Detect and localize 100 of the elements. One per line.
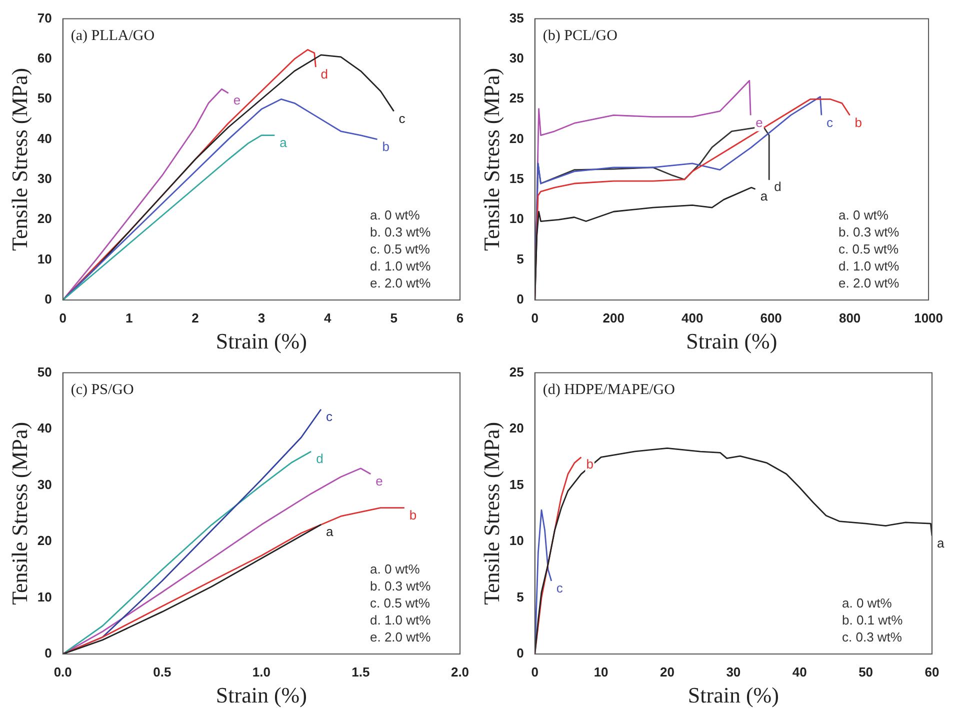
series-label: a [937, 535, 945, 550]
series-label: e [376, 474, 383, 489]
y-tick-label: 60 [37, 50, 52, 66]
text: (a) PLLA/GO [70, 28, 155, 44]
y-tick-label: 15 [509, 476, 524, 492]
series-label: d [320, 66, 328, 82]
x-axis-title: Strain (%) [688, 682, 779, 708]
x-tick-label: 400 [681, 310, 704, 326]
series-label: a [280, 134, 288, 150]
x-tick-label: 1 [125, 310, 133, 326]
y-tick-label: 10 [37, 589, 52, 604]
series-label: b [409, 507, 417, 522]
y-tick-label: 30 [509, 50, 524, 66]
x-tick-label: 4 [324, 310, 332, 326]
annotation: a. 0 wt% [838, 208, 889, 223]
y-tick-label: 40 [37, 420, 52, 436]
y-tick-label: 0 [44, 646, 52, 661]
series-label: c [326, 408, 333, 424]
series-label: e [756, 114, 763, 130]
x-tick-label: 3 [258, 310, 266, 326]
series-label: d [774, 179, 782, 194]
x-tick-label: 20 [660, 664, 674, 680]
annotation: c. 0.5 wt% [370, 596, 430, 611]
annotation: e. 2.0 wt% [370, 630, 432, 645]
y-tick-label: 25 [509, 90, 524, 106]
annotation: e. 2.0 wt% [838, 276, 900, 291]
series-label: b [854, 114, 862, 130]
annotation: b. 0.1 wt% [842, 612, 904, 628]
y-tick-label: 20 [37, 533, 52, 548]
y-tick-label: 15 [509, 171, 524, 186]
text: (d) HDPE/MAPE/GO [542, 382, 676, 398]
y-tick-label: 50 [37, 364, 52, 380]
annotation: d. 1.0 wt% [370, 612, 432, 628]
annotation: a. 0 wt% [842, 596, 892, 611]
x-tick-label: 1.0 [252, 664, 270, 680]
text: (c) PS/GO [70, 382, 134, 398]
y-tick-label: 20 [509, 130, 524, 146]
series-label: c [556, 580, 564, 596]
y-axis-title: Tensile Stress (MPa) [6, 422, 32, 605]
annotation: a. 0 wt% [370, 208, 420, 223]
x-tick-label: 2 [192, 310, 199, 326]
x-tick-label: 5 [390, 310, 398, 326]
x-tick-label: 0 [59, 310, 66, 326]
y-tick-label: 30 [37, 476, 52, 492]
x-tick-label: 0 [531, 310, 538, 326]
y-tick-label: 0 [516, 292, 524, 307]
series-label: c [826, 114, 834, 130]
y-tick-label: 50 [37, 90, 52, 106]
x-tick-label: 0.5 [153, 664, 172, 680]
x-tick-label: 60 [924, 664, 940, 680]
series-label: a [760, 188, 768, 204]
y-tick-label: 35 [509, 10, 524, 26]
y-tick-label: 0 [516, 646, 524, 661]
x-tick-label: 6 [456, 310, 464, 326]
y-tick-label: 20 [37, 211, 52, 226]
x-tick-label: 50 [858, 664, 874, 680]
annotation: d. 1.0 wt% [838, 258, 900, 274]
x-tick-label: 1.5 [352, 664, 370, 680]
y-tick-label: 5 [516, 251, 524, 266]
x-tick-label: 40 [792, 664, 807, 680]
annotation: c. 0.5 wt% [838, 242, 899, 257]
y-axis-title: Tensile Stress (MPa) [6, 68, 32, 251]
y-tick-label: 30 [37, 171, 52, 186]
x-axis-title: Strain (%) [216, 328, 307, 354]
x-tick-label: 0.0 [54, 664, 72, 680]
y-tick-label: 10 [509, 533, 524, 548]
x-axis-title: Strain (%) [216, 682, 307, 708]
y-tick-label: 70 [37, 10, 52, 26]
y-tick-label: 5 [516, 589, 524, 604]
annotation: a. 0 wt% [370, 562, 420, 577]
y-axis-title: Tensile Stress (MPa) [478, 422, 504, 605]
series-label: c [398, 110, 406, 126]
y-tick-label: 0 [44, 292, 52, 307]
annotation: c. 0.5 wt% [370, 242, 430, 257]
x-tick-label: 1000 [914, 310, 943, 326]
y-tick-label: 40 [37, 130, 52, 146]
y-tick-label: 25 [509, 364, 524, 380]
y-tick-label: 10 [37, 251, 52, 266]
x-tick-label: 0 [531, 664, 538, 680]
y-axis-title: Tensile Stress (MPa) [478, 68, 504, 251]
annotation: b. 0.3 wt% [370, 224, 432, 240]
series-label: a [326, 524, 334, 540]
y-tick-label: 20 [509, 420, 524, 436]
series-label: b [586, 456, 594, 472]
y-tick-label: 10 [509, 211, 524, 226]
x-tick-label: 600 [760, 310, 782, 326]
x-tick-label: 200 [602, 310, 624, 326]
x-tick-label: 30 [726, 664, 741, 680]
annotation: e. 2.0 wt% [370, 276, 432, 291]
x-tick-label: 800 [838, 310, 861, 326]
annotation: c. 0.3 wt% [842, 630, 902, 645]
annotation: b. 0.3 wt% [838, 224, 900, 240]
series-label: d [316, 451, 324, 466]
x-tick-label: 2.0 [450, 664, 470, 680]
x-tick-label: 10 [594, 664, 608, 680]
text: (b) PCL/GO [542, 28, 618, 44]
series-label: b [382, 138, 390, 154]
x-axis-title: Strain (%) [686, 328, 778, 354]
annotation: b. 0.3 wt% [370, 578, 432, 594]
annotation: d. 1.0 wt% [370, 258, 432, 274]
